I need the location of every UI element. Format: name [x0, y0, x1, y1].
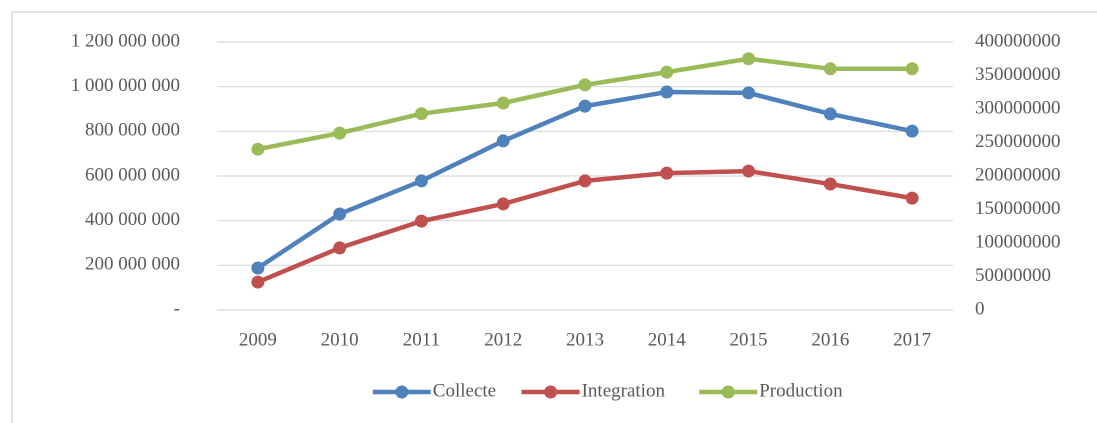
point	[660, 85, 674, 99]
point	[251, 261, 265, 275]
legend-label: Integration	[582, 380, 666, 401]
x-tick-label: 2016	[811, 329, 849, 350]
y2-tick-label: 400000000	[975, 30, 1061, 51]
y2-tick-label: 200000000	[975, 164, 1061, 185]
chart-border	[11, 11, 1097, 423]
point	[578, 78, 592, 92]
legend-label: Collecte	[433, 380, 496, 401]
point	[414, 107, 428, 121]
x-tick-label: 2012	[484, 329, 522, 350]
y-tick-label: 800 000 000	[85, 120, 180, 141]
point	[823, 62, 837, 76]
point	[414, 174, 428, 188]
point	[823, 177, 837, 191]
y-tick-label: 1 000 000 000	[71, 75, 180, 96]
legend-marker	[721, 385, 735, 399]
point	[251, 275, 265, 289]
point	[333, 207, 347, 221]
point	[905, 191, 919, 205]
y2-tick-label: 0	[975, 298, 985, 319]
point	[823, 107, 837, 121]
point	[742, 86, 756, 100]
y2-tick-label: 100000000	[975, 231, 1061, 252]
point	[496, 96, 510, 110]
point	[905, 62, 919, 76]
y2-tick-label: 250000000	[975, 131, 1061, 152]
point	[742, 52, 756, 66]
legend-marker	[395, 385, 409, 399]
y-tick-label: 200 000 000	[85, 254, 180, 275]
point	[660, 166, 674, 180]
point	[414, 214, 428, 228]
point	[578, 99, 592, 113]
point	[496, 134, 510, 148]
x-tick-label: 2017	[893, 329, 931, 350]
y2-tick-label: 300000000	[975, 97, 1061, 118]
y2-tick-label: 50000000	[975, 265, 1051, 286]
point	[333, 126, 347, 140]
legend-label: Production	[759, 380, 843, 401]
point	[660, 65, 674, 79]
legend-marker	[544, 385, 558, 399]
y-tick-label: -	[174, 298, 180, 319]
y2-tick-label: 350000000	[975, 64, 1061, 85]
x-tick-label: 2015	[730, 329, 768, 350]
point	[905, 124, 919, 138]
x-tick-label: 2009	[239, 329, 277, 350]
point	[333, 241, 347, 255]
y-tick-label: 600 000 000	[85, 164, 180, 185]
point	[251, 142, 265, 156]
y2-tick-label: 150000000	[975, 198, 1061, 219]
point	[496, 197, 510, 211]
y-tick-label: 1 200 000 000	[71, 30, 180, 51]
point	[578, 174, 592, 188]
y-tick-label: 400 000 000	[85, 209, 180, 230]
x-tick-label: 2014	[648, 329, 687, 350]
point	[742, 164, 756, 178]
x-tick-label: 2011	[403, 329, 440, 350]
x-tick-label: 2010	[321, 329, 359, 350]
x-tick-label: 2013	[566, 329, 604, 350]
